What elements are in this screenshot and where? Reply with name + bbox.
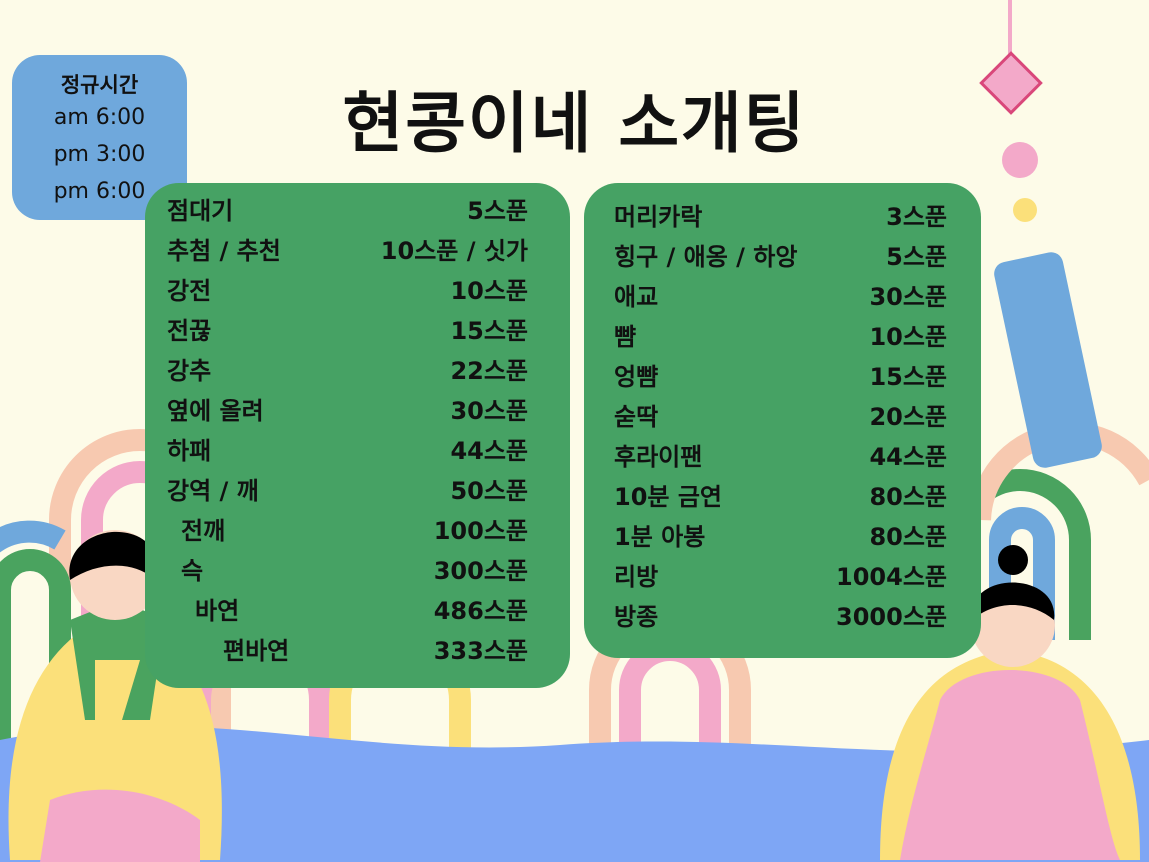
item-price: 30스푼: [450, 397, 528, 425]
price-row: 바연 486스푼: [167, 591, 528, 631]
item-price: 5스푼: [467, 197, 528, 225]
price-row: 1분 아봉 80스푼: [614, 517, 947, 557]
price-row: 10분 금연 80스푼: [614, 477, 947, 517]
item-name: 추첨 / 추천: [167, 237, 281, 265]
item-name: 힝구 / 애옹 / 하앙: [614, 243, 798, 271]
item-name: 머리카락: [614, 203, 703, 231]
item-name: 1분 아봉: [614, 523, 706, 551]
price-row: 슥 300스푼: [167, 551, 528, 591]
hours-time: pm 6:00: [53, 179, 146, 204]
price-row: 엉뺨 15스푼: [614, 357, 947, 397]
item-name: 점대기: [167, 197, 234, 225]
item-price: 30스푼: [869, 283, 947, 311]
blue-wave: [0, 726, 1149, 862]
item-price: 20스푼: [869, 403, 947, 431]
item-price: 333스푼: [433, 637, 528, 665]
price-row: 애교 30스푼: [614, 277, 947, 317]
price-row: 힝구 / 애옹 / 하앙 5스푼: [614, 237, 947, 277]
item-price: 80스푼: [869, 523, 947, 551]
price-row: 뺨 10스푼: [614, 317, 947, 357]
item-price: 486스푼: [433, 597, 528, 625]
price-row: 점대기 5스푼: [167, 191, 528, 231]
price-row: 전깨 100스푼: [167, 511, 528, 551]
item-price: 3000스푼: [836, 603, 947, 631]
item-price: 1004스푼: [836, 563, 947, 591]
price-row: 편바연 333스푼: [167, 631, 528, 671]
item-price: 22스푼: [450, 357, 528, 385]
price-row: 강전 10스푼: [167, 271, 528, 311]
price-row: 옆에 올려 30스푼: [167, 391, 528, 431]
item-name: 10분 금연: [614, 483, 722, 511]
item-price: 3스푼: [886, 203, 947, 231]
item-price: 5스푼: [886, 243, 947, 271]
item-name: 리방: [614, 563, 659, 591]
item-price: 100스푼: [433, 517, 528, 545]
price-row: 강역 / 깨 50스푼: [167, 471, 528, 511]
item-name: 강역 / 깨: [167, 477, 259, 505]
item-price: 10스푼: [450, 277, 528, 305]
item-name: 엉뺨: [614, 363, 659, 391]
item-name: 뺨: [614, 323, 637, 351]
item-price: 44스푼: [450, 437, 528, 465]
item-name: 하패: [167, 437, 212, 465]
price-row: 강추 22스푼: [167, 351, 528, 391]
price-row: 머리카락 3스푼: [614, 197, 947, 237]
item-name: 전끊: [167, 317, 212, 345]
price-row: 추첨 / 추천 10스푼 / 싯가: [167, 231, 528, 271]
price-row: 방종 3000스푼: [614, 597, 947, 637]
item-name: 방종: [614, 603, 659, 631]
item-price: 80스푼: [869, 483, 947, 511]
price-row: 후라이팬 44스푼: [614, 437, 947, 477]
item-name: 후라이팬: [614, 443, 703, 471]
price-row: 리방 1004스푼: [614, 557, 947, 597]
bowing-girl-illustration: [880, 545, 1140, 860]
hours-time: pm 3:00: [53, 142, 146, 167]
price-row: 숟딱 20스푼: [614, 397, 947, 437]
item-name: 숟딱: [614, 403, 659, 431]
item-name: 옆에 올려: [167, 397, 264, 425]
item-price: 300스푼: [433, 557, 528, 585]
item-name: 강전: [167, 277, 212, 305]
hours-time: am 6:00: [53, 105, 146, 130]
price-row: 하패 44스푼: [167, 431, 528, 471]
item-name: 강추: [167, 357, 212, 385]
item-name: 바연: [195, 597, 240, 625]
item-price: 50스푼: [450, 477, 528, 505]
item-name: 슥: [181, 557, 204, 585]
item-name: 편바연: [223, 637, 290, 665]
item-price: 15스푼: [450, 317, 528, 345]
item-price: 10스푼 / 싯가: [380, 237, 528, 265]
ornament-tassel: [979, 0, 1102, 468]
item-name: 애교: [614, 283, 659, 311]
item-price: 15스푼: [869, 363, 947, 391]
price-row: 전끊 15스푼: [167, 311, 528, 351]
item-price: 10스푼: [869, 323, 947, 351]
regular-hours-box: 정규시간 am 6:00 pm 3:00 pm 6:00: [12, 55, 187, 220]
item-price: 44스푼: [869, 443, 947, 471]
page-title: 현콩이네 소개팅: [342, 85, 807, 162]
item-name: 전깨: [181, 517, 226, 545]
hours-label: 정규시간: [60, 73, 139, 97]
